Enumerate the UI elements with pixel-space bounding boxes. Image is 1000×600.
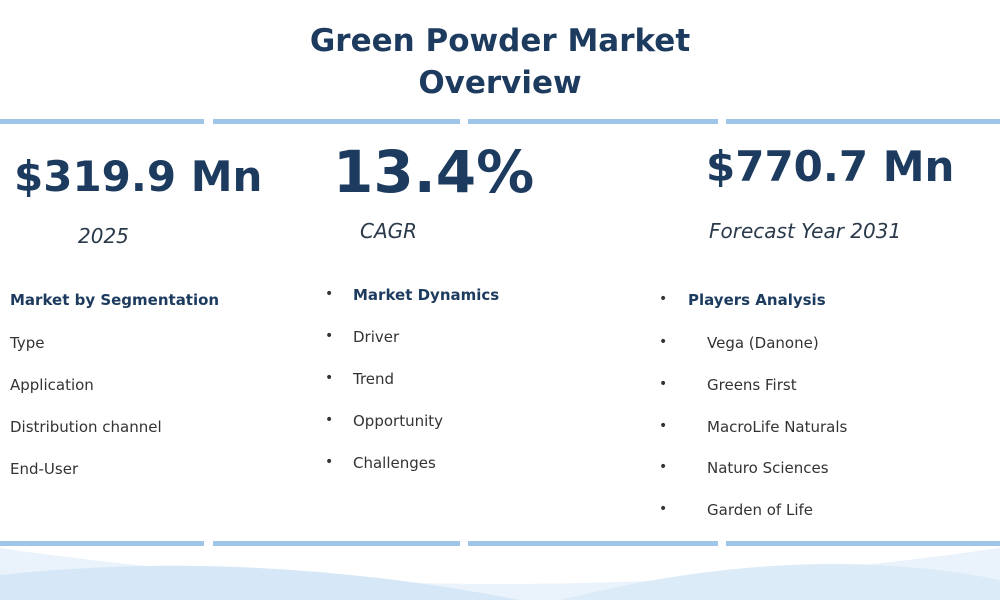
bullet: • [659, 291, 668, 307]
list-item: Greens First [707, 375, 797, 394]
column-heading: Market by Segmentation [10, 291, 220, 309]
stat-value: 13.4% [333, 138, 535, 206]
stat-label: Forecast Year 2031 [709, 219, 902, 243]
column-heading: Market Dynamics [353, 286, 500, 304]
list-item: Challenges [353, 454, 436, 472]
stat-value: $319.9 Mn [14, 152, 263, 201]
divider [0, 541, 204, 546]
bullet: • [325, 328, 334, 344]
divider [468, 119, 718, 124]
list-item: Opportunity [353, 412, 444, 430]
divider [726, 119, 1000, 124]
list-item: MacroLife Naturals [707, 417, 848, 436]
bullet: • [659, 417, 668, 434]
list-item: Type [10, 334, 45, 352]
bullet: • [659, 375, 668, 392]
stat-value: $770.7 Mn [706, 142, 955, 191]
list-item: Application [10, 376, 94, 394]
list-item: End-User [10, 460, 79, 478]
bullet: • [325, 454, 334, 470]
list-item: Naturo Sciences [707, 459, 829, 478]
bullet: • [659, 501, 668, 518]
bullet: • [659, 334, 668, 350]
bullet: • [325, 412, 334, 428]
divider [726, 541, 1000, 546]
stat-label: CAGR [360, 219, 418, 243]
bullet: • [325, 286, 334, 302]
divider [468, 541, 718, 546]
list-item: Vega (Danone) [707, 334, 819, 352]
stat-label: 2025 [78, 224, 129, 248]
list-item: Driver [353, 328, 400, 346]
list-item: Trend [353, 370, 395, 388]
divider [213, 541, 460, 546]
column-heading: Players Analysis [688, 291, 826, 309]
bullet: • [325, 370, 334, 386]
list-item: Garden of Life [707, 501, 814, 520]
title: Green Powder Market Overview [309, 23, 691, 101]
list-item: Distribution channel [10, 418, 162, 436]
divider [0, 119, 204, 124]
bullet: • [659, 459, 668, 476]
divider [213, 119, 460, 124]
